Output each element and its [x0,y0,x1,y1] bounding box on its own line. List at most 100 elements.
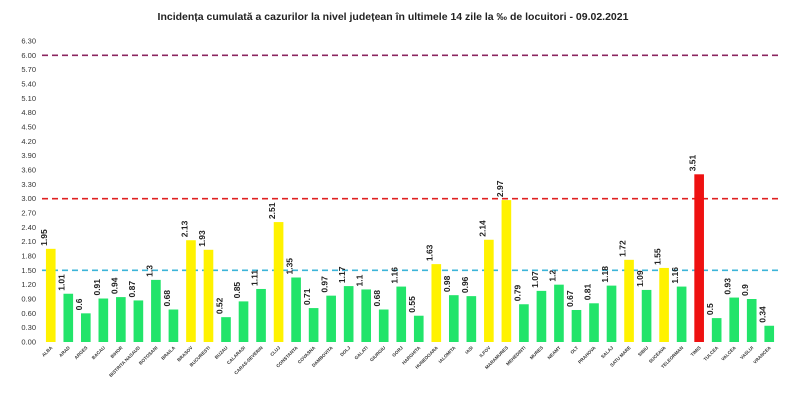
bar [326,295,336,342]
bar [746,299,757,342]
x-tick-label: ARAD [58,345,71,358]
bar [361,289,372,342]
bar-value-label: 1.07 [530,271,540,288]
bar-value-label: 0.55 [407,296,417,313]
y-tick-label: 5.70 [21,65,36,74]
bar [536,290,547,342]
bar [764,325,775,342]
bar [168,309,179,342]
bar [729,297,740,342]
bar [291,277,301,342]
y-tick-label: 0.90 [21,295,36,304]
bar [343,286,354,342]
x-tick-label: ARGES [73,345,88,360]
bar-value-label: 1.95 [39,229,49,246]
bar-value-label: 0.6 [74,298,84,310]
x-tick-label: SIBIU [637,345,650,358]
x-tick-label: VRANCEA [752,345,772,365]
x-tick-label: BIHOR [110,345,124,359]
bar-value-label: 2.97 [495,180,505,197]
bar [186,240,196,342]
bar [694,174,704,342]
y-tick-label: 3.60 [21,166,36,175]
y-tick-label: 6.30 [21,37,36,46]
x-tick-label: BOTOSANI [138,345,159,366]
x-tick-label: CLUJ [269,345,281,357]
x-tick-label: VALCEA [720,345,737,362]
bar-value-label: 1.72 [617,240,627,257]
bar-value-label: 0.34 [758,306,768,323]
y-tick-label: 0.00 [21,338,36,347]
x-tick-label: SALAJ [600,345,614,359]
bar [448,295,459,342]
bar-value-label: 0.81 [582,283,592,300]
bar-value-label: 1.16 [390,267,400,284]
y-tick-label: 1.20 [21,280,36,289]
y-tick-label: 4.20 [21,137,36,146]
y-tick-label: 3.90 [21,151,36,160]
x-tick-label: ALBA [41,345,54,358]
bar-value-label: 1.11 [249,270,259,286]
bar [151,279,161,342]
x-tick-label: TIMIS [690,345,702,357]
bar-value-label: 0.98 [442,275,452,292]
bar [63,293,74,342]
data-labels: 1.95 1.01 0.6 0.91 0.94 0.87 1.3 0.68 2.13 1.93 0.… [39,154,767,322]
bar-value-label: 1.93 [197,230,207,247]
bar-value-label: 2.14 [477,220,487,237]
bar-value-label: 1.17 [337,266,347,283]
bar-value-label: 0.68 [372,290,382,307]
y-tick-label: 4.50 [21,123,36,132]
bar [116,297,126,342]
bar [659,267,669,342]
y-axis: 0.00 0.30 0.60 0.90 1.20 1.50 1.80 2.10 2.40 2.70… [21,37,36,347]
y-tick-label: 1.80 [21,252,36,261]
bar-value-label: 3.51 [688,154,698,171]
bar [519,304,529,342]
y-tick-label: 6.00 [21,51,36,60]
bar-value-label: 1.16 [670,267,680,284]
bar-value-label: 1.09 [635,270,645,287]
bar-value-label: 0.79 [512,284,522,301]
y-tick-label: 0.60 [21,309,36,318]
bar [396,286,407,342]
x-tick-label: IASI [464,345,474,355]
bar-value-label: 0.71 [302,288,312,305]
x-tick-label: ILFOV [478,345,492,359]
bar-value-label: 1.63 [425,244,435,261]
x-tick-label: MURES [529,345,544,360]
bar [98,298,109,342]
bar [554,284,564,342]
x-tick-label: BACAU [91,345,107,361]
y-tick-label: 5.10 [21,94,36,103]
bar [606,285,617,342]
bar [238,301,249,342]
y-tick-label: 5.40 [21,80,36,89]
bar-value-label: 0.94 [109,277,119,294]
bar [221,317,231,342]
x-tick-label: NEAMT [547,345,562,360]
x-tick-label: TULCEA [703,345,720,362]
x-tick-label: BUZAU [214,345,229,360]
bar [378,309,389,342]
bar-value-label: 0.9 [740,284,750,296]
x-tick-label: OLT [569,345,579,355]
x-tick-label: PRAHOVA [577,345,597,365]
y-tick-label: 3.00 [21,194,36,203]
y-tick-label: 1.50 [21,266,36,275]
y-tick-label: 3.30 [21,180,36,189]
bar-value-label: 1.18 [600,266,610,283]
bar-value-label: 0.68 [162,290,172,307]
bar-value-label: 1.01 [57,274,67,291]
x-tick-label: GALATI [354,345,369,360]
bar [203,249,214,342]
bar [484,239,494,342]
x-tick-label: IALOMITA [438,345,457,364]
bar-value-label: 0.67 [565,290,575,307]
x-tick-label: GIURGIU [369,345,387,363]
bar [431,264,442,342]
bar [273,222,284,342]
x-tick-label: BRAILA [160,345,176,361]
bar [501,200,512,342]
y-tick-label: 2.40 [21,223,36,232]
